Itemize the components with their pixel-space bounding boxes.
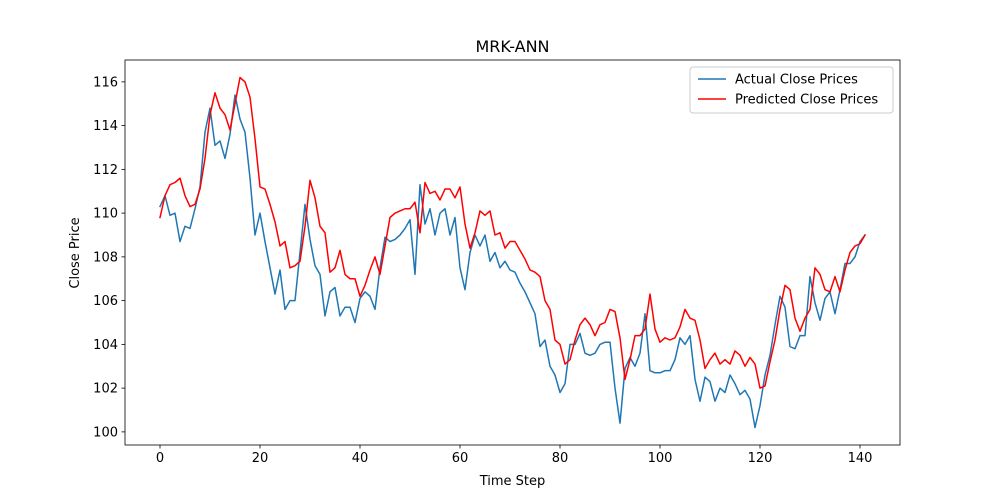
legend-label-1: Predicted Close Prices [735,93,878,108]
legend: Actual Close Prices Predicted Close Price… [689,66,894,114]
chart-title: MRK-ANN [475,37,549,56]
y-tick-label: 114 [93,119,118,134]
y-tick-label: 110 [93,207,118,222]
y-tick-label: 106 [93,294,118,309]
x-tick-label: 80 [552,451,569,466]
x-tick-label: 0 [156,451,164,466]
x-tick-label: 20 [252,451,269,466]
x-tick-label: 40 [352,451,369,466]
plot-area [159,76,867,429]
x-tick-label: 120 [748,451,773,466]
legend-label-0: Actual Close Prices [735,73,858,88]
x-tick-label: 60 [452,451,469,466]
y-tick-label: 100 [93,425,118,440]
y-tick-label: 104 [93,338,118,353]
y-tick-label: 102 [93,382,118,397]
y-tick-label: 112 [93,163,118,178]
series-line-1 [159,76,867,389]
axes: 0 20 40 60 80 100 120 140 100 102 104 106 108 110 112 1… [93,59,901,466]
y-axis-title: Close Price [68,217,83,288]
x-tick-label: 140 [848,451,873,466]
y-tick-label: 116 [93,75,118,90]
series-line-0 [159,94,867,429]
plot-frame [124,59,901,446]
x-tick-label: 100 [648,451,673,466]
x-axis-title: Time Step [479,474,546,489]
legend-box [689,66,894,114]
y-tick-label: 108 [93,250,118,265]
